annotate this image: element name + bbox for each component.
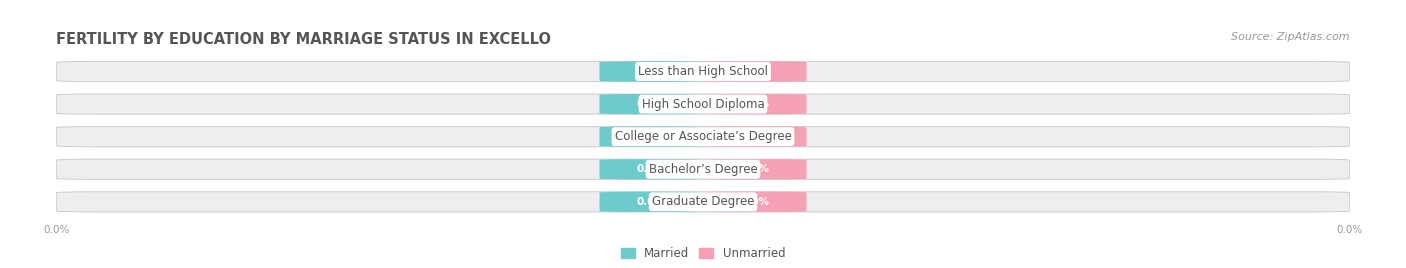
FancyBboxPatch shape xyxy=(599,61,703,82)
Text: FERTILITY BY EDUCATION BY MARRIAGE STATUS IN EXCELLO: FERTILITY BY EDUCATION BY MARRIAGE STATU… xyxy=(56,32,551,47)
FancyBboxPatch shape xyxy=(703,159,807,179)
Text: 0.0%: 0.0% xyxy=(740,99,769,109)
FancyBboxPatch shape xyxy=(703,192,807,212)
Text: 0.0%: 0.0% xyxy=(637,99,666,109)
Text: 0.0%: 0.0% xyxy=(637,66,666,77)
Legend: Married, Unmarried: Married, Unmarried xyxy=(620,247,786,260)
Text: 0.0%: 0.0% xyxy=(740,164,769,174)
Text: College or Associate’s Degree: College or Associate’s Degree xyxy=(614,130,792,143)
FancyBboxPatch shape xyxy=(56,94,1350,114)
Text: Source: ZipAtlas.com: Source: ZipAtlas.com xyxy=(1232,32,1350,42)
FancyBboxPatch shape xyxy=(703,94,807,114)
FancyBboxPatch shape xyxy=(703,61,807,82)
FancyBboxPatch shape xyxy=(56,126,1350,147)
Text: 0.0%: 0.0% xyxy=(637,132,666,142)
FancyBboxPatch shape xyxy=(599,159,703,179)
FancyBboxPatch shape xyxy=(599,94,703,114)
FancyBboxPatch shape xyxy=(599,126,703,147)
FancyBboxPatch shape xyxy=(56,61,1350,82)
Text: Less than High School: Less than High School xyxy=(638,65,768,78)
Text: 0.0%: 0.0% xyxy=(740,132,769,142)
FancyBboxPatch shape xyxy=(56,192,1350,212)
Text: 0.0%: 0.0% xyxy=(740,197,769,207)
FancyBboxPatch shape xyxy=(703,126,807,147)
Text: High School Diploma: High School Diploma xyxy=(641,98,765,111)
Text: 0.0%: 0.0% xyxy=(740,66,769,77)
FancyBboxPatch shape xyxy=(56,159,1350,179)
Text: 0.0%: 0.0% xyxy=(637,197,666,207)
Text: Bachelor’s Degree: Bachelor’s Degree xyxy=(648,163,758,176)
Text: 0.0%: 0.0% xyxy=(637,164,666,174)
FancyBboxPatch shape xyxy=(599,192,703,212)
Text: Graduate Degree: Graduate Degree xyxy=(652,195,754,208)
